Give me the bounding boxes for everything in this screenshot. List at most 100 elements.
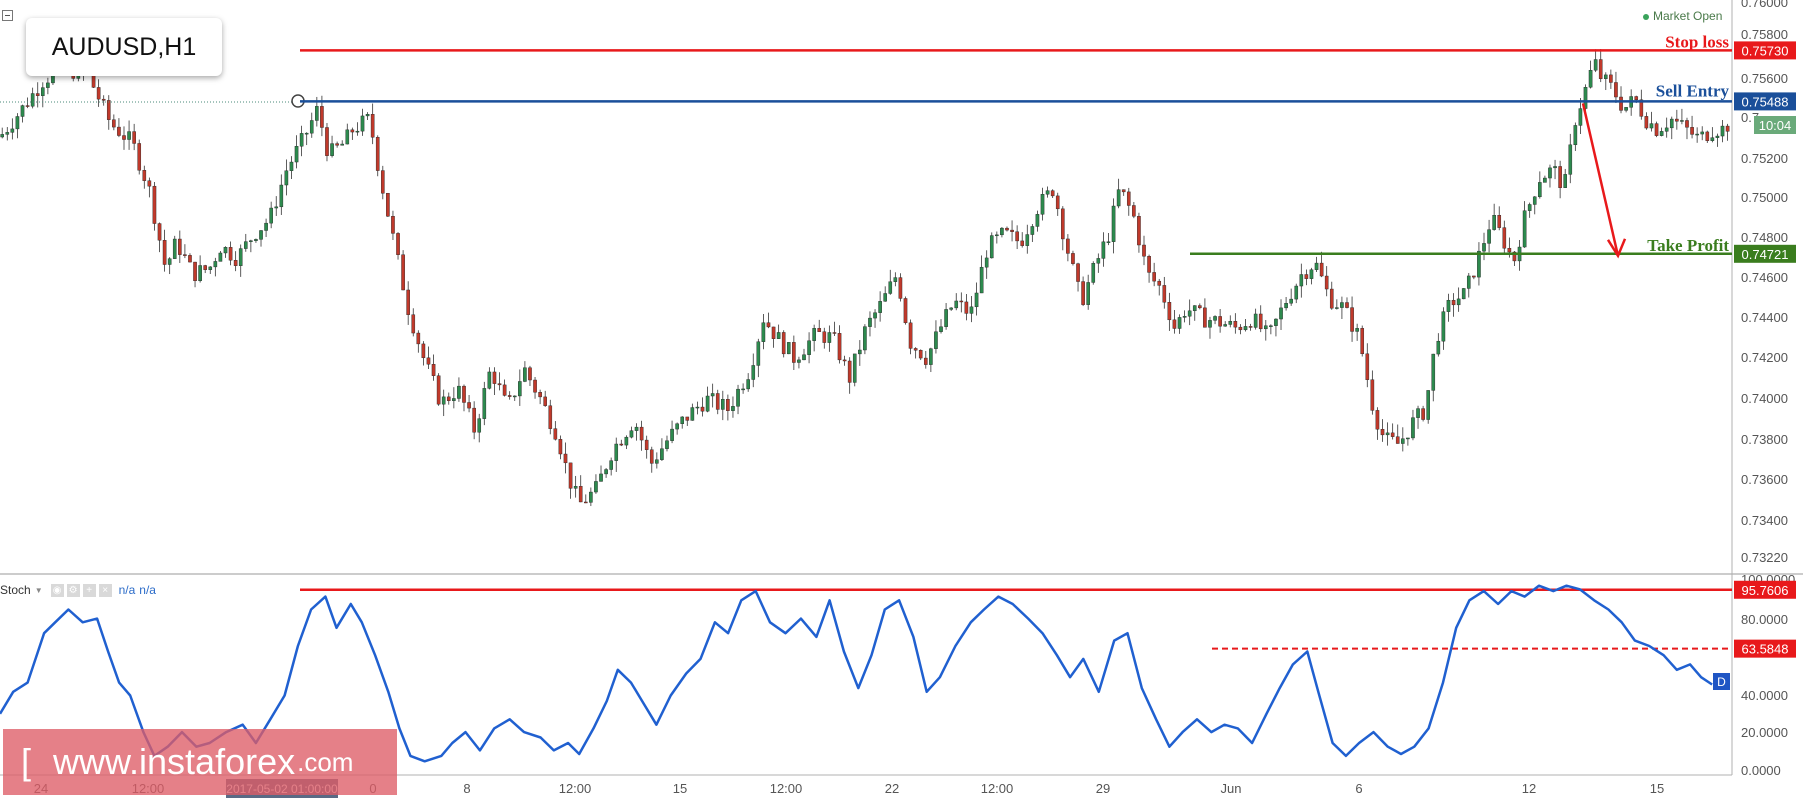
candle-body [1238, 326, 1243, 331]
candle-body [1416, 408, 1420, 418]
candle-body [1634, 96, 1639, 101]
candle-body [954, 300, 959, 309]
candle-body [441, 396, 446, 405]
candle-body [518, 381, 522, 397]
candle-body [1725, 125, 1730, 132]
candle-body [543, 396, 547, 406]
candle-body [649, 449, 654, 464]
candle-body [30, 93, 35, 107]
candle-body [1015, 231, 1019, 242]
candle-body [381, 170, 385, 194]
candle-body [863, 326, 867, 351]
candle-body [41, 87, 45, 96]
stoch-mid-badge-box [1734, 639, 1796, 658]
candle-body [700, 406, 705, 412]
eye-icon[interactable]: ◉ [50, 583, 64, 597]
price-tick-label: 0.73600 [1741, 472, 1788, 487]
candle-body [568, 462, 573, 489]
candle-body [1522, 210, 1527, 248]
candle-body [172, 238, 177, 259]
countdown-box [1754, 116, 1796, 134]
watermark-site: www.instaforex [53, 741, 296, 782]
candle-body [1659, 131, 1664, 136]
candle-body [1157, 280, 1162, 286]
candle-body [304, 132, 309, 135]
candle-body [1177, 317, 1182, 329]
candle-body [406, 289, 410, 315]
candle-body [1263, 325, 1268, 330]
plus-icon[interactable]: + [82, 583, 96, 597]
candle-body [731, 406, 735, 411]
candle-body [1593, 59, 1598, 71]
candle-body [736, 388, 740, 407]
candle-body [152, 185, 157, 224]
candle-body [1436, 340, 1441, 355]
candle-body [979, 266, 984, 294]
price-pane[interactable] [0, 49, 1730, 507]
candle-body [1639, 99, 1644, 117]
candle-body [710, 393, 715, 397]
market-status-text: Market Open [1653, 9, 1723, 23]
candle-body [320, 106, 324, 128]
candle-body [416, 332, 421, 345]
candle-body [46, 82, 50, 88]
candle-body [1543, 177, 1547, 183]
candle-body [578, 486, 583, 503]
candle-body [213, 261, 218, 268]
watermark-bracket: [ [21, 741, 32, 782]
candle-body [507, 395, 512, 397]
candle-body [101, 98, 106, 101]
candle-body [929, 348, 933, 365]
candle-body [1274, 318, 1278, 326]
candle-body [1695, 133, 1699, 136]
candle-body [1340, 302, 1344, 308]
candle-body [1319, 262, 1324, 277]
candle-body [1279, 307, 1283, 320]
candle-body [132, 131, 136, 144]
candle-body [1568, 144, 1573, 175]
candle-body [0, 134, 5, 138]
candle-body [1355, 328, 1359, 332]
price-tick-label: 0.75200 [1741, 151, 1788, 166]
candle-body [1147, 256, 1151, 273]
candle-body [1121, 189, 1126, 193]
candle-body [974, 292, 979, 308]
candle-body [913, 348, 918, 351]
candle-body [868, 317, 872, 327]
candle-body [619, 443, 624, 446]
candle-body [238, 248, 243, 266]
candle-body [644, 439, 649, 450]
candle-body [802, 354, 806, 361]
stoch-pane[interactable]: D [0, 584, 1732, 763]
candle-body [96, 87, 101, 100]
time-tick-label: 12:00 [981, 781, 1014, 796]
settings-icon[interactable]: ⚙ [66, 583, 80, 597]
candle-body [1401, 438, 1405, 444]
candle-body [370, 114, 375, 138]
sell-entry-price-badge-text: 0.75488 [1742, 94, 1789, 109]
candle-body [964, 301, 969, 314]
candle-body [233, 260, 238, 266]
candle-body [1512, 251, 1517, 262]
market-open-dot-icon [1643, 13, 1649, 20]
candle-body [1167, 302, 1172, 321]
symbol-label: AUDUSD,H1 [26, 18, 222, 76]
indicator-value-2: n/a [139, 583, 156, 597]
candle-body [106, 100, 111, 120]
candle-body [807, 340, 811, 355]
close-icon[interactable]: × [98, 583, 112, 597]
candle-body [918, 350, 923, 359]
candle-body [386, 193, 390, 217]
candle-body [655, 459, 659, 464]
collapse-icon[interactable] [2, 10, 13, 21]
candle-body [25, 105, 30, 107]
candle-body [1375, 410, 1380, 430]
candle-body [1309, 269, 1314, 279]
candle-body [741, 388, 745, 391]
candle-body [1649, 123, 1654, 129]
chevron-down-icon[interactable]: ▼ [34, 585, 43, 595]
time-tick-label: 22 [885, 781, 899, 796]
candle-body [487, 371, 492, 389]
candle-body [218, 252, 223, 262]
